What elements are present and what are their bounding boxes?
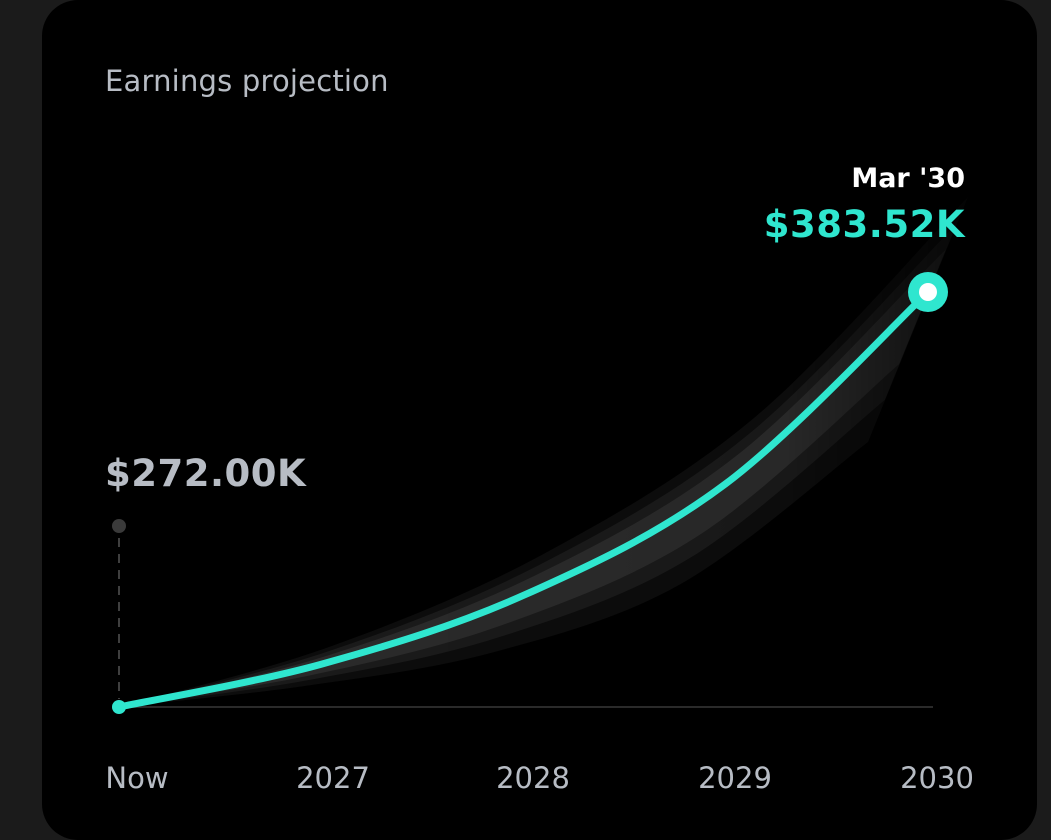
projection-band-2 (119, 223, 957, 707)
data-point-2029 (723, 481, 729, 487)
x-tick-2028: 2028 (496, 761, 570, 795)
data-points (116, 289, 931, 710)
end-point-center (919, 283, 937, 301)
start-value-label: $272.00K (105, 452, 307, 495)
x-tick-2030: 2030 (900, 761, 974, 795)
tooltip-date: Mar '30 (851, 163, 965, 194)
projection-band-1 (119, 197, 968, 707)
data-point-2027 (318, 661, 324, 667)
tooltip-value: $383.52K (764, 203, 966, 246)
projection-range-bands (119, 197, 968, 707)
start-value-guide-dot (112, 519, 126, 533)
data-point-2028 (521, 592, 527, 598)
x-axis-tick-labels: Now 2027 2028 2029 2030 (105, 761, 973, 795)
earnings-projection-card: Earnings projection (42, 0, 1037, 840)
x-tick-2029: 2029 (698, 761, 772, 795)
card-title: Earnings projection (105, 64, 389, 98)
start-point (112, 700, 126, 714)
projection-chart: $272.00K Mar '30 $383.52K Now 2027 2028 202… (105, 163, 974, 795)
projection-line (115, 288, 932, 711)
x-tick-now: Now (105, 761, 168, 795)
x-tick-2027: 2027 (296, 761, 370, 795)
